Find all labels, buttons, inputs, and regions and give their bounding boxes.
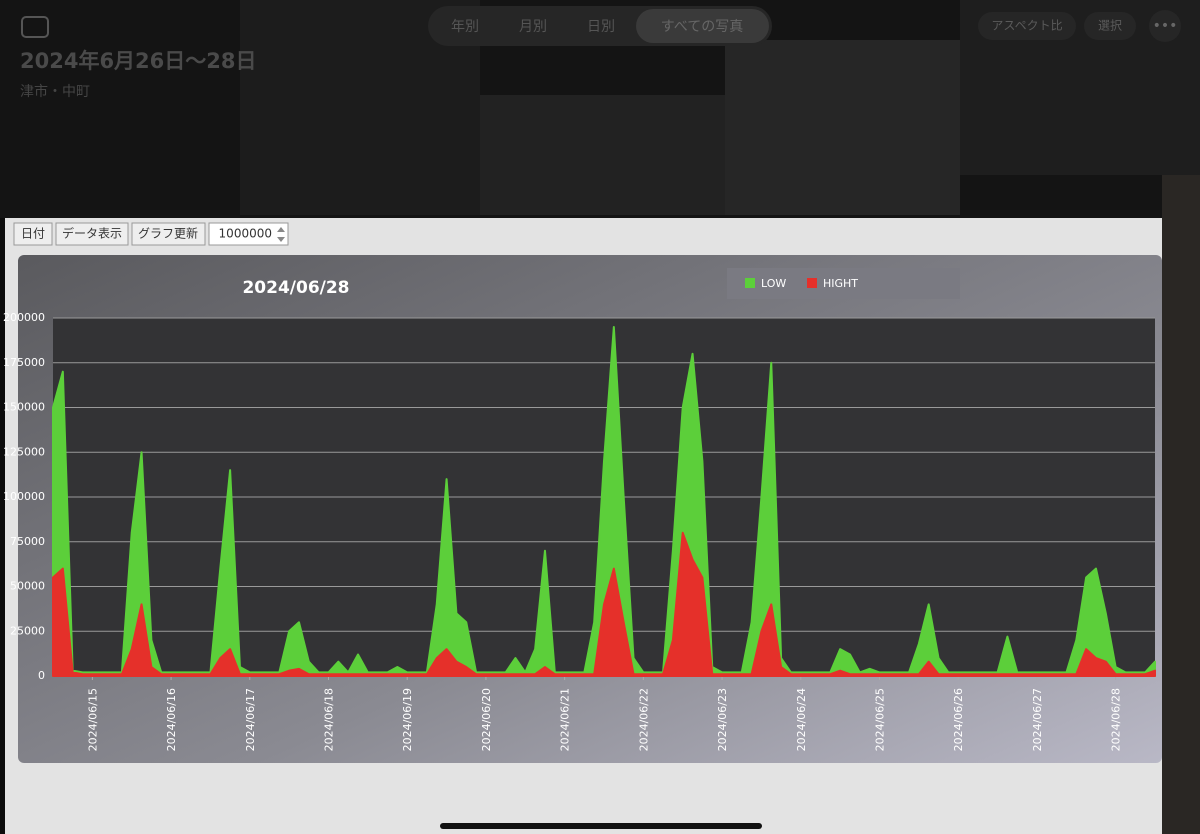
x-tick-label: 2024/06/20 (480, 688, 493, 751)
x-tick-label: 2024/06/24 (795, 688, 808, 751)
more-button[interactable] (1149, 10, 1181, 42)
tab[interactable]: 年別 (451, 19, 479, 35)
toolbar-button-frame (55, 222, 129, 246)
y-tick-label: 0 (38, 669, 45, 682)
x-tick-label: 2024/06/28 (1110, 688, 1123, 751)
x-tick-label: 2024/06/25 (874, 688, 887, 751)
button (978, 12, 1076, 40)
photo-tile (1162, 175, 1200, 834)
x-tick-label: 2024/06/21 (559, 688, 572, 751)
legend-label: LOW (761, 277, 786, 290)
toolbar-button-frame (13, 222, 53, 246)
series-area (52, 531, 1156, 677)
more-icon: ••• (1153, 18, 1178, 34)
x-tick-label: 2024/06/23 (716, 688, 729, 751)
legend-swatch (807, 278, 817, 288)
sidebar-icon[interactable] (21, 16, 49, 38)
date-button[interactable]: 日付 (21, 227, 45, 241)
aspect-button[interactable]: アスペクト比 (991, 19, 1062, 33)
spinner (277, 227, 285, 242)
y-tick-label: 175000 (3, 356, 45, 369)
x-tick-label: 2024/06/15 (86, 688, 99, 751)
y-tick-label: 100000 (3, 490, 45, 503)
home-indicator (440, 823, 762, 829)
tab[interactable]: 月別 (519, 19, 547, 35)
tab[interactable]: すべての写真 (661, 19, 743, 35)
refresh-button[interactable]: グラフ更新 (138, 226, 198, 241)
y-tick-label: 75000 (10, 535, 45, 548)
button (1084, 12, 1136, 40)
chart-layer: 0 25000 50000 75000 100000 125000 150000 175000… (3, 277, 1156, 751)
toolbar-button-frame (131, 222, 206, 246)
select-button[interactable]: 選択 (1098, 19, 1122, 33)
y-tick-label: 200000 (3, 311, 45, 324)
album-title: 2024年6月26日〜28日 (20, 49, 257, 73)
y-tick-label: 125000 (3, 445, 45, 458)
x-tick-label: 2024/06/22 (637, 688, 650, 751)
x-tick-label: 2024/06/19 (401, 688, 414, 751)
series-area (52, 325, 1156, 677)
data-button[interactable]: データ表示 (62, 226, 122, 241)
x-tick-label: 2024/06/26 (952, 688, 965, 751)
album-location: 津市・中町 (20, 83, 90, 100)
legend-swatch (745, 278, 755, 288)
photo-tile (480, 95, 725, 215)
y-tick-label: 50000 (10, 580, 45, 593)
legend (727, 268, 960, 299)
number-input[interactable] (208, 222, 289, 246)
y-tick-label: 150000 (3, 401, 45, 414)
y-tick-label: 25000 (10, 624, 45, 637)
tab[interactable]: 日別 (587, 19, 615, 35)
x-tick-label: 2024/06/17 (244, 688, 257, 751)
x-tick-label: 2024/06/16 (165, 688, 178, 751)
x-tick-label: 2024/06/18 (323, 688, 336, 751)
number-input-value: 1000000 (219, 227, 272, 241)
tab-selected (636, 9, 769, 43)
legend-label: HIGHT (823, 277, 858, 290)
x-tick-label: 2024/06/27 (1031, 688, 1044, 751)
chart-title: 2024/06/28 (242, 278, 349, 298)
photo-tile (725, 40, 960, 215)
